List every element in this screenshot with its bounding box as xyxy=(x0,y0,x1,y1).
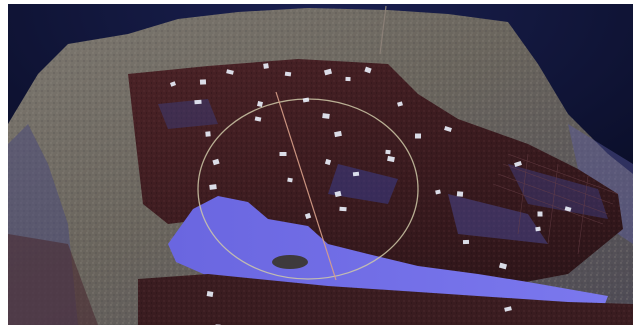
marker-group xyxy=(169,63,572,325)
camera-marker xyxy=(564,206,572,212)
camera-marker xyxy=(535,226,541,232)
camera-marker xyxy=(345,76,351,82)
camera-marker xyxy=(254,116,262,122)
camera-marker xyxy=(435,189,441,195)
camera-marker xyxy=(334,130,342,138)
point-cloud-viewport[interactable] xyxy=(8,4,633,325)
camera-marker xyxy=(226,69,234,75)
camera-marker xyxy=(514,161,522,167)
camera-marker xyxy=(498,262,508,270)
camera-marker xyxy=(462,239,470,245)
camera-marker xyxy=(199,79,207,85)
camera-marker xyxy=(169,81,177,87)
camera-marker xyxy=(387,155,395,163)
camera-marker xyxy=(444,126,452,132)
camera-marker xyxy=(322,113,330,119)
camera-marker xyxy=(537,211,543,217)
camera-marker xyxy=(209,184,217,190)
camera-marker xyxy=(287,177,293,183)
water-rock xyxy=(272,255,308,269)
camera-marker xyxy=(257,101,263,107)
antenna-line xyxy=(379,5,387,55)
camera-marker xyxy=(323,68,333,76)
camera-marker xyxy=(284,71,292,77)
camera-marker xyxy=(279,152,287,156)
camera-marker xyxy=(304,212,312,220)
camera-marker xyxy=(302,97,310,103)
camera-marker xyxy=(414,133,422,139)
camera-marker xyxy=(339,206,347,212)
camera-marker xyxy=(352,171,360,177)
camera-marker xyxy=(334,190,342,198)
camera-marker xyxy=(194,99,202,105)
trackball-axis xyxy=(275,91,337,281)
camera-marker xyxy=(456,191,464,197)
point-cloud-render xyxy=(8,4,633,325)
camera-marker xyxy=(364,66,372,74)
camera-marker xyxy=(504,306,512,312)
camera-marker xyxy=(206,291,214,297)
camera-marker xyxy=(385,149,391,155)
camera-marker xyxy=(205,131,211,137)
camera-marker xyxy=(324,158,332,166)
camera-marker xyxy=(263,63,269,69)
camera-marker xyxy=(397,101,403,107)
camera-marker xyxy=(212,158,220,166)
